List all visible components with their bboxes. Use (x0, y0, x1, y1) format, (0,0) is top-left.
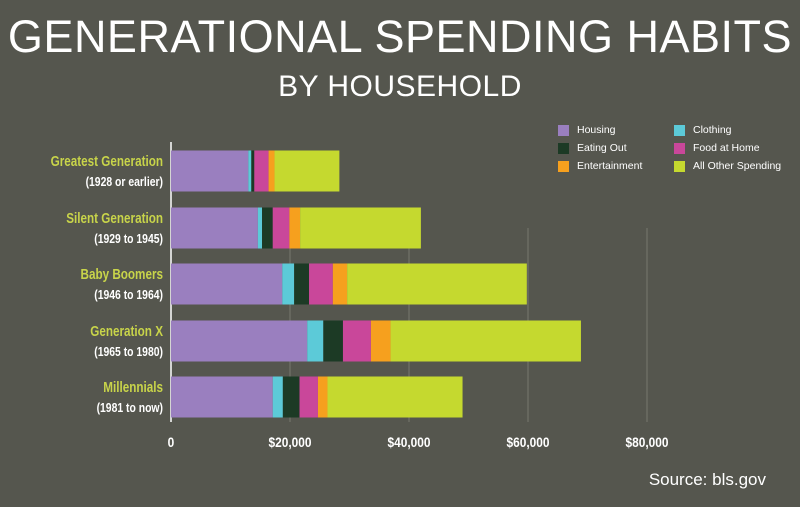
category-label: Baby Boomers (81, 266, 163, 283)
bar-segment-housing (171, 376, 273, 418)
source-note: Source: bls.gov (648, 470, 766, 489)
legend-item-eating-out: Eating Out (558, 142, 627, 154)
bar-segment-all-other (347, 263, 527, 305)
category-range-label: (1929 to 1945) (94, 232, 163, 246)
bar-segment-food-at-home (299, 376, 318, 418)
chart-subtitle: BY HOUSEHOLD (278, 70, 522, 103)
bar-segment-eating-out (251, 150, 255, 192)
legend-swatch (674, 160, 685, 172)
legend-label: All Other Spending (693, 160, 782, 172)
bar-segment-clothing (272, 376, 283, 418)
chart-title: GENERATIONAL SPENDING HABITS (7, 11, 793, 62)
bar-segment-all-other (327, 376, 463, 418)
x-tick-label: $60,000 (507, 434, 550, 450)
legend-swatch (558, 142, 569, 154)
category-range-label: (1928 or earlier) (86, 175, 163, 189)
bar-segment-food-at-home (309, 263, 333, 305)
bar-segment-food-at-home (254, 150, 269, 192)
legend-label: Clothing (693, 124, 732, 136)
x-tick-label: 0 (168, 434, 175, 450)
bar-segment-all-other (300, 207, 421, 249)
legend-label: Entertainment (577, 160, 643, 172)
bar-segment-housing (171, 150, 249, 192)
x-tick-label: $80,000 (626, 434, 669, 450)
bar-segment-housing (171, 263, 283, 305)
bar-segment-clothing (248, 150, 252, 192)
bar-segment-entertainment (370, 320, 391, 362)
legend-label: Eating Out (577, 142, 627, 154)
bar-segment-entertainment (317, 376, 328, 418)
bar-segment-eating-out (262, 207, 273, 249)
legend-swatch (558, 160, 569, 172)
bar-segment-food-at-home (342, 320, 371, 362)
bar-segment-entertainment (332, 263, 348, 305)
legend-item-housing: Housing (558, 124, 616, 136)
bar-segment-all-other (274, 150, 340, 192)
category-range-label: (1965 to 1980) (94, 345, 163, 359)
bar-segment-eating-out (323, 320, 343, 362)
category-label: Greatest Generation (51, 153, 163, 170)
bar-segment-clothing (257, 207, 263, 249)
category-range-label: (1981 to now) (97, 401, 163, 415)
category-label: Silent Generation (66, 210, 163, 227)
category-label: Generation X (90, 323, 163, 340)
bar-segment-clothing (282, 263, 295, 305)
legend-swatch (674, 124, 685, 136)
bar-segment-entertainment (268, 150, 275, 192)
category-label: Millennials (103, 379, 163, 396)
bar-segment-housing (171, 320, 308, 362)
legend-item-entertainment: Entertainment (558, 160, 642, 172)
x-tick-label: $20,000 (269, 434, 312, 450)
bar-segment-eating-out (282, 376, 300, 418)
legend-item-clothing: Clothing (674, 124, 732, 136)
legend-swatch (674, 142, 685, 154)
legend-item-food-at-home: Food at Home (674, 142, 760, 154)
bar-segment-entertainment (289, 207, 301, 249)
bar-segment-clothing (307, 320, 324, 362)
category-range-label: (1946 to 1964) (94, 288, 163, 302)
bar-segment-food-at-home (272, 207, 290, 249)
bar-segment-housing (171, 207, 258, 249)
bar-segment-eating-out (294, 263, 310, 305)
x-tick-label: $40,000 (388, 434, 431, 450)
legend-item-all-other: All Other Spending (674, 160, 781, 172)
legend-label: Housing (577, 124, 616, 136)
bar-segment-all-other (390, 320, 581, 362)
legend-swatch (558, 124, 569, 136)
legend-label: Food at Home (693, 142, 760, 154)
